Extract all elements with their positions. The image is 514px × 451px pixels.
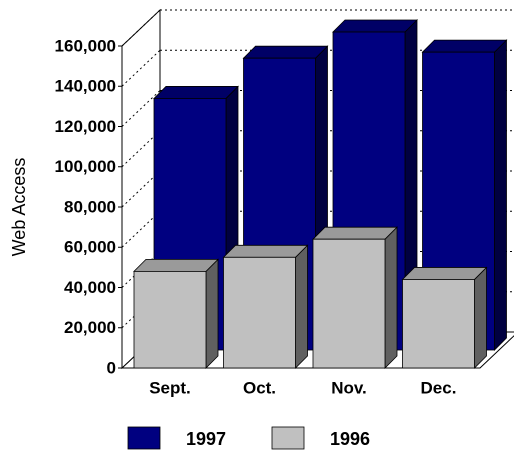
- grid-line-side: [121, 130, 161, 168]
- y-tick-label: 60,000: [64, 238, 116, 257]
- y-tick-label: 40,000: [64, 278, 116, 297]
- legend-swatch: [127, 426, 161, 450]
- legend-swatch: [271, 426, 305, 450]
- y-tick-label: 0: [107, 358, 116, 377]
- y-tick-label: 20,000: [64, 318, 116, 337]
- bar-top: [133, 258, 219, 272]
- bar-front: [223, 256, 296, 369]
- bar: [133, 258, 219, 369]
- grid-line-side: [121, 90, 161, 127]
- bar-top: [332, 19, 418, 33]
- y-tick-label: 160,000: [55, 36, 116, 55]
- y-axis-label: Web Access: [9, 158, 29, 257]
- grid-line-side: [121, 170, 161, 208]
- bar: [401, 266, 488, 369]
- grid-line-side: [121, 49, 161, 87]
- bar-top: [401, 267, 488, 280]
- y-tick-label: 80,000: [64, 197, 116, 216]
- bar: [222, 244, 309, 369]
- x-tick-label: Dec.: [421, 378, 457, 397]
- bar-side: [384, 226, 398, 369]
- legend-label: 1997: [186, 429, 226, 449]
- y-tick-label: 120,000: [55, 117, 116, 136]
- bar-top: [242, 45, 329, 59]
- bar-top: [222, 244, 309, 258]
- bar-side: [494, 39, 507, 351]
- bar-side: [474, 266, 487, 369]
- x-tick-label: Sept.: [149, 378, 191, 397]
- bar-side: [295, 244, 308, 369]
- bar-top: [312, 226, 398, 240]
- bar-front: [133, 270, 207, 369]
- bar-front: [312, 238, 386, 369]
- x-tick-label: Nov.: [331, 378, 367, 397]
- legend-label: 1996: [330, 429, 370, 449]
- bar-top: [153, 86, 239, 99]
- grid-line-side: [121, 9, 161, 47]
- y-tick-label: 100,000: [55, 157, 116, 176]
- bar: [312, 226, 398, 369]
- bar-side: [205, 258, 219, 369]
- bar-top: [421, 39, 508, 53]
- x-tick-label: Oct.: [243, 378, 276, 397]
- y-tick-label: 140,000: [55, 77, 116, 96]
- bar-front: [402, 279, 475, 369]
- grid-line-side: [121, 210, 161, 248]
